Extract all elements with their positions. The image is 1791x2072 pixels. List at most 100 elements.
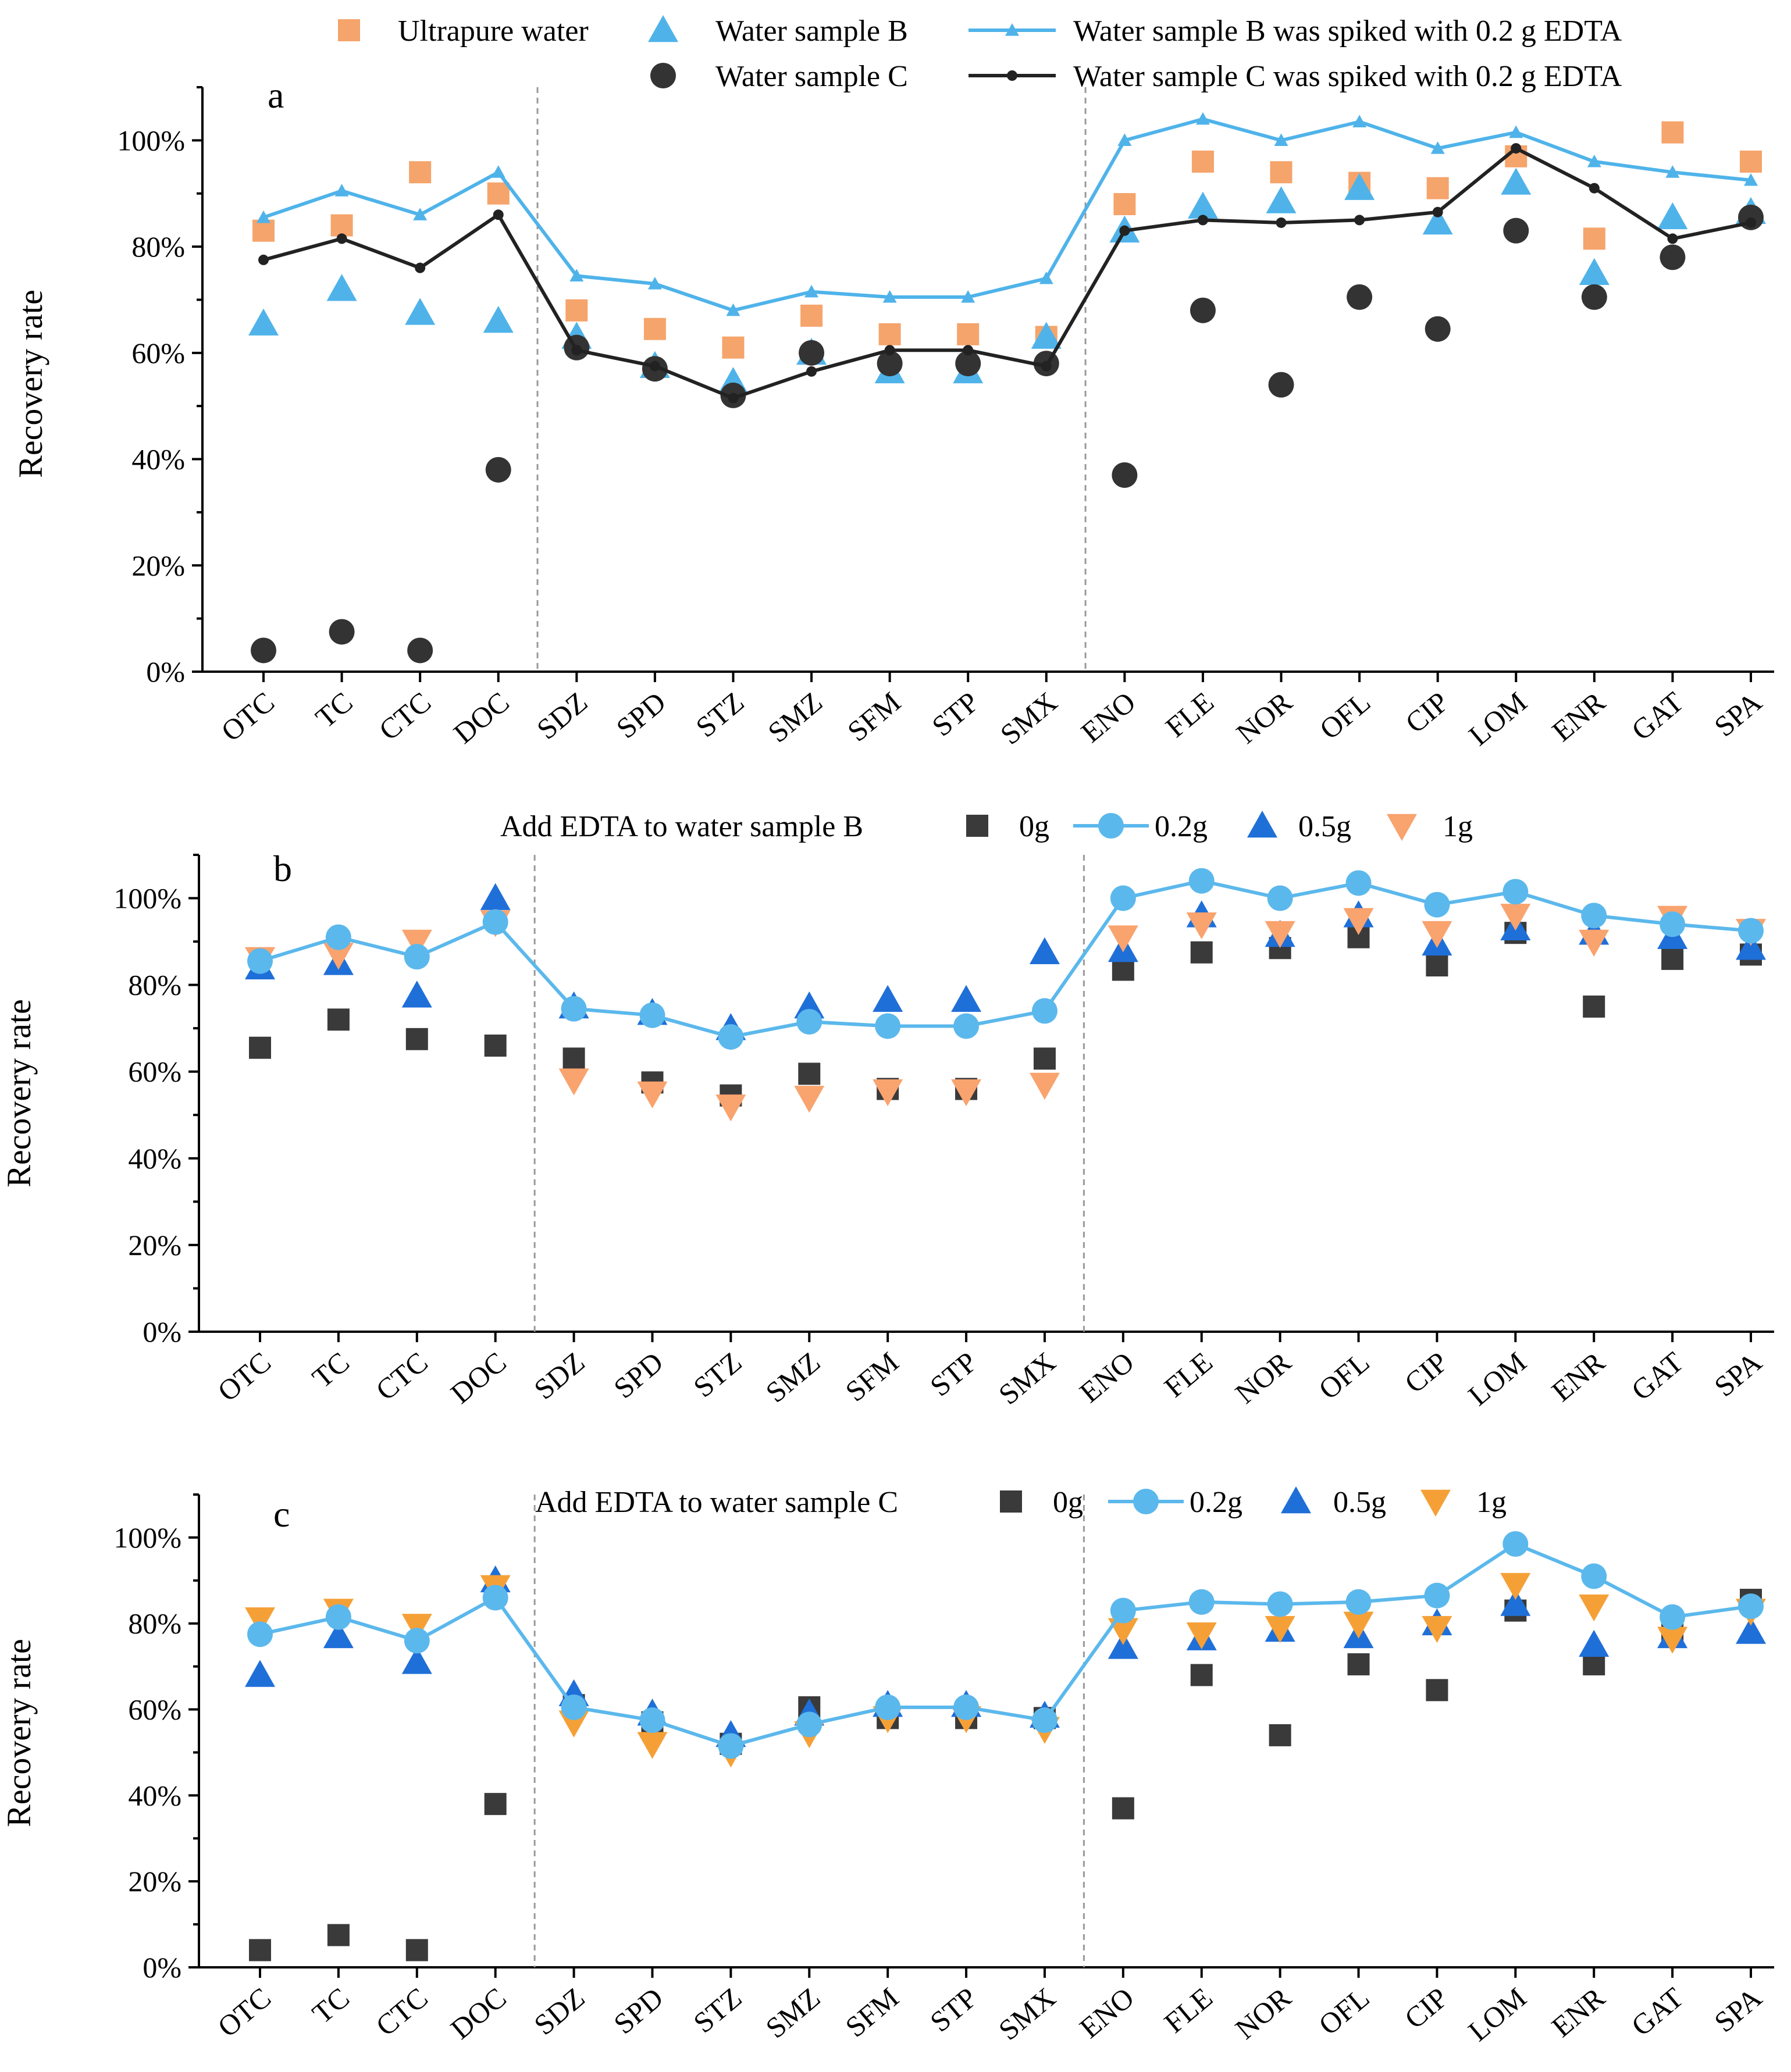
data-point — [873, 985, 903, 1012]
data-point — [1579, 258, 1610, 286]
x-tick-label-ctc: CTC — [373, 686, 437, 747]
data-point — [1112, 958, 1134, 981]
data-point — [1424, 1582, 1450, 1609]
legend-marker — [1247, 811, 1277, 838]
data-point — [405, 1028, 428, 1050]
legend-marker — [1005, 23, 1019, 36]
data-point — [1190, 297, 1216, 323]
x-tick-label-doc: DOC — [444, 1981, 512, 2046]
data-point — [800, 304, 823, 327]
x-tick-label-ctc: CTC — [369, 1981, 433, 2042]
data-point — [794, 1086, 825, 1113]
data-point — [1579, 929, 1610, 957]
data-point — [1197, 215, 1208, 226]
data-point — [1432, 206, 1443, 217]
data-point — [336, 233, 347, 244]
data-point — [482, 909, 508, 935]
data-point — [804, 284, 819, 298]
series-line — [259, 1542, 1751, 1748]
x-tick-label-stz: STZ — [689, 686, 750, 744]
x-tick-label-otc: OTC — [215, 686, 280, 748]
data-point — [955, 351, 981, 377]
series-0-2g — [247, 868, 1764, 1050]
data-point — [1187, 191, 1218, 219]
x-tick-label-ofl: OFL — [1312, 1981, 1375, 2042]
legend-marker — [338, 19, 360, 41]
legend-marker — [1420, 1489, 1451, 1517]
y-tick-label: 0% — [143, 1315, 181, 1348]
data-point — [325, 924, 351, 950]
data-point — [247, 1621, 273, 1647]
data-point — [249, 1939, 271, 1962]
legend-c: Add EDTA to water sample C 0g 0.2g 0.5g 1g — [535, 1486, 1507, 1519]
y-tick-label: 80% — [131, 230, 185, 263]
data-point — [715, 1094, 746, 1122]
data-point — [1738, 918, 1764, 944]
series-line — [259, 879, 1751, 1039]
data-point — [569, 269, 584, 281]
data-point — [1430, 141, 1445, 154]
data-point — [1031, 998, 1057, 1024]
data-point — [1425, 316, 1451, 342]
x-tick-label-fle: FLE — [1158, 1981, 1219, 2039]
data-point — [1660, 244, 1686, 270]
data-point — [480, 883, 511, 910]
series-1g — [245, 1572, 1766, 1768]
data-point — [878, 323, 901, 345]
y-tick-label: 20% — [131, 549, 185, 582]
legend-label: 0.5g — [1298, 810, 1351, 843]
data-point — [561, 1694, 587, 1720]
x-tick-label-nor: NOR — [1229, 1345, 1297, 1410]
data-point — [257, 210, 270, 223]
data-point — [1108, 925, 1138, 953]
x-tick-label-sdz: SDZ — [530, 686, 593, 746]
data-point — [1119, 225, 1130, 236]
y-tick-label: 100% — [113, 1521, 181, 1554]
data-point — [327, 1008, 350, 1031]
data-point — [401, 1647, 432, 1674]
legend-label: 0g — [1053, 1486, 1083, 1519]
data-point — [1657, 202, 1688, 230]
x-tick-label-gat: GAT — [1625, 686, 1689, 747]
data-point — [323, 943, 354, 970]
data-point — [1581, 903, 1607, 929]
x-tick-label-stp: STP — [924, 1346, 983, 1403]
x-tick-label-tc: TC — [306, 1346, 355, 1395]
data-point — [1502, 879, 1529, 905]
series-ultrapure-water — [252, 121, 1762, 359]
legend-marker — [1098, 813, 1124, 839]
panel-a: 0% 20% 40% 60% 80% 100% Recovery rate OTC TC CTC D… — [12, 74, 1774, 752]
y-tick-label: 60% — [128, 1693, 181, 1726]
data-point — [249, 1036, 271, 1059]
x-tick-label-gat: GAT — [1625, 1346, 1689, 1407]
legend-label: Water sample B was spiked with 0.2 g EDT… — [1073, 15, 1622, 48]
data-point — [1501, 167, 1532, 195]
data-point — [562, 1047, 585, 1070]
data-point — [1744, 173, 1758, 186]
x-tick-label-cip: CIP — [1398, 1346, 1454, 1400]
data-point — [401, 980, 432, 1008]
x-tick-label-sdz: SDZ — [528, 1346, 590, 1406]
legend-label: Water sample C — [715, 60, 908, 93]
legend-a: Ultrapure water Water sample B Water sampl… — [338, 15, 1622, 93]
data-point — [565, 299, 588, 322]
data-point — [404, 944, 430, 970]
legend-label: 0.2g — [1155, 810, 1208, 843]
data-point — [1343, 1611, 1374, 1639]
series-0-5g — [245, 1565, 1766, 1748]
data-point — [326, 274, 357, 301]
data-point — [1667, 233, 1678, 244]
data-point — [875, 1694, 901, 1720]
data-point — [493, 209, 504, 220]
y-axis-label: Recovery rate — [0, 999, 38, 1187]
data-point — [1186, 912, 1217, 940]
x-tick-label-enr: ENR — [1546, 1345, 1611, 1408]
data-point — [1422, 207, 1453, 235]
series-1g — [245, 904, 1766, 1122]
data-point — [1502, 1531, 1529, 1557]
x-tick-label-sfm: SFM — [839, 1346, 905, 1408]
legend-marker — [648, 15, 678, 42]
data-point — [718, 1733, 744, 1759]
x-tick-label-smz: SMZ — [760, 1981, 827, 2045]
x-tick-label-nor: NOR — [1230, 685, 1298, 750]
